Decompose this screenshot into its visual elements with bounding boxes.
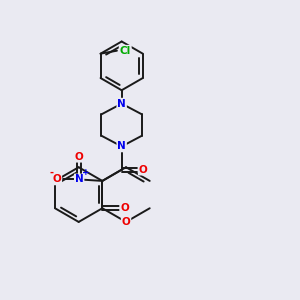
Text: O: O (52, 174, 61, 184)
Text: O: O (120, 203, 129, 213)
Text: N: N (75, 174, 83, 184)
Text: O: O (122, 217, 130, 227)
Text: +: + (82, 168, 89, 177)
Text: -: - (50, 168, 53, 178)
Text: N: N (117, 141, 126, 152)
Text: O: O (139, 165, 147, 175)
Text: N: N (117, 99, 126, 109)
Text: Cl: Cl (120, 46, 131, 56)
Text: O: O (75, 152, 83, 161)
